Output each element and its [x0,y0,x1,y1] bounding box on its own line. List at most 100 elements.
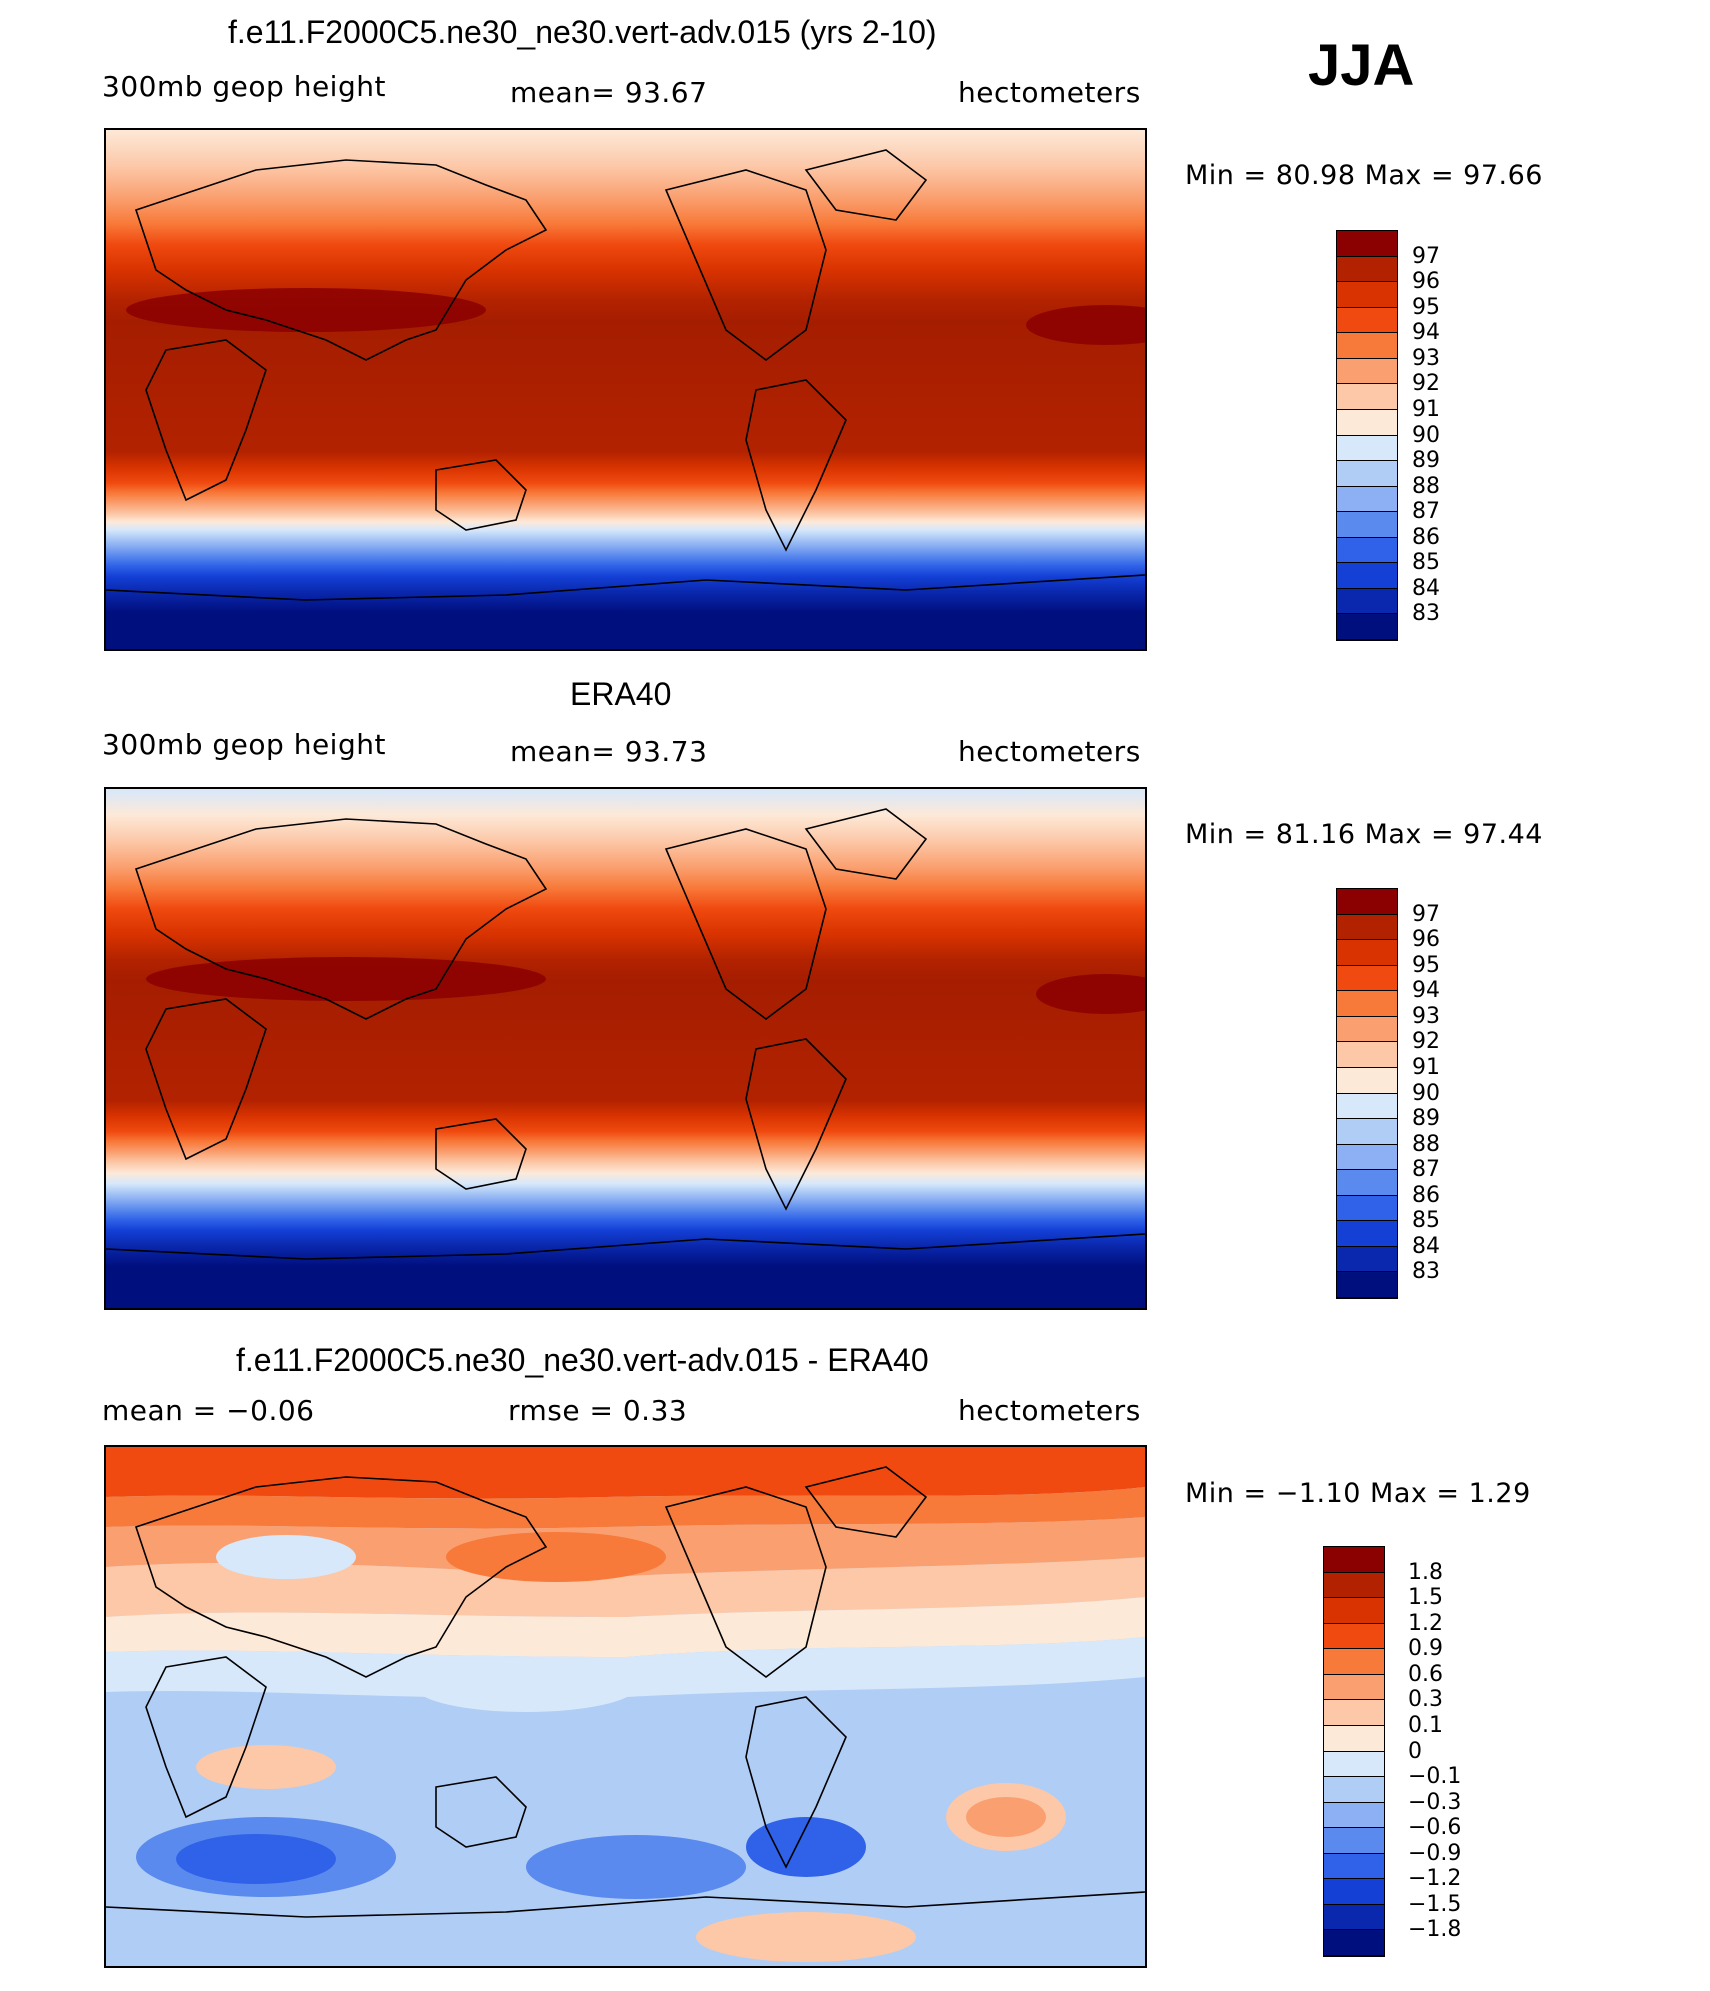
colorbar-swatch [1337,588,1397,615]
colorbar-tick-label: 85 [1412,550,1440,576]
colorbar-tick-label: 83 [1412,1259,1440,1285]
colorbar-swatch [1324,1725,1384,1752]
panel1-title: f.e11.F2000C5.ne30_ne30.vert-adv.015 (yr… [228,14,937,50]
colorbar-swatch [1337,889,1397,915]
colorbar-swatch [1337,486,1397,513]
colorbar-tick-label: 87 [1412,1157,1440,1183]
panel2-variable-label: 300mb geop height [102,728,386,761]
colorbar-swatch [1337,1272,1397,1298]
colorbar-tick-label: 92 [1412,371,1440,397]
colorbar-tick-label: 89 [1412,448,1440,474]
colorbar-swatch [1337,1093,1397,1120]
colorbar-swatch [1337,461,1397,487]
colorbar-swatch [1337,614,1397,640]
colorbar-tick-label: 86 [1412,1182,1440,1208]
colorbar-swatch [1324,1674,1384,1701]
colorbar-swatch [1324,1751,1384,1778]
colorbar-swatch [1337,1195,1397,1222]
panel1-variable-label: 300mb geop height [102,70,386,103]
panel1-minmax: Min = 80.98 Max = 97.66 [1185,160,1543,191]
colorbar-swatch [1324,1853,1384,1880]
panel2-map [104,787,1147,1310]
panel3-colorbar-swatches [1324,1547,1384,1956]
colorbar-swatch [1324,1572,1384,1599]
colorbar-swatch [1337,333,1397,359]
panel2-mean-label: mean= 93.73 [510,735,708,768]
colorbar-tick-label: 87 [1412,499,1440,525]
colorbar-swatch [1337,1067,1397,1094]
colorbar-swatch [1337,1042,1397,1068]
colorbar-swatch [1337,358,1397,385]
colorbar-swatch [1324,1802,1384,1829]
colorbar-tick-label: 95 [1412,952,1440,978]
panel3-title: f.e11.F2000C5.ne30_ne30.vert-adv.015 - E… [236,1342,929,1378]
colorbar-tick-label: 96 [1412,927,1440,953]
colorbar-swatch [1337,256,1397,283]
colorbar-tick-label: 1.5 [1408,1585,1443,1611]
colorbar-swatch [1337,384,1397,410]
colorbar-swatch [1337,940,1397,966]
panel1-mean-label: mean= 93.67 [510,76,708,109]
panel2-colorbar-swatches [1337,889,1397,1298]
colorbar-tick-label: 90 [1412,422,1440,448]
colorbar-swatch [1324,1777,1384,1803]
colorbar-swatch [1324,1930,1384,1956]
colorbar-tick-label: 91 [1412,396,1440,422]
colorbar-tick-label: −1.5 [1408,1891,1462,1917]
colorbar-tick-label: −0.3 [1408,1789,1462,1815]
panel3-rmse-label: rmse = 0.33 [508,1394,688,1427]
colorbar-swatch [1337,965,1397,992]
colorbar-tick-label: −0.1 [1408,1764,1462,1790]
colorbar-tick-label: 84 [1412,575,1440,601]
colorbar-tick-label: 1.8 [1408,1559,1443,1585]
colorbar-tick-label: 85 [1412,1208,1440,1234]
panel3-map [104,1445,1147,1968]
colorbar-swatch [1337,537,1397,564]
colorbar-tick-label: 96 [1412,269,1440,295]
colorbar-swatch [1337,512,1397,538]
colorbar-tick-label: 93 [1412,1003,1440,1029]
panel2-minmax: Min = 81.16 Max = 97.44 [1185,819,1543,850]
colorbar-tick-label: 93 [1412,345,1440,371]
colorbar-swatch [1337,409,1397,436]
panel3-mean-label: mean = −0.06 [102,1394,315,1427]
colorbar-swatch [1337,991,1397,1017]
colorbar-tick-label: 0.1 [1408,1712,1443,1738]
panel2-colorbar-frame [1336,888,1398,1299]
colorbar-swatch [1337,282,1397,308]
colorbar-swatch [1324,1649,1384,1675]
colorbar-tick-label: 94 [1412,320,1440,346]
colorbar-swatch [1324,1598,1384,1624]
colorbar-swatch [1337,307,1397,334]
colorbar-tick-label: −0.9 [1408,1840,1462,1866]
colorbar-tick-label: 86 [1412,524,1440,550]
colorbar-tick-label: 0.9 [1408,1636,1443,1662]
colorbar-swatch [1337,435,1397,462]
colorbar-swatch [1324,1879,1384,1905]
panel1-units-label: hectometers [958,76,1141,109]
colorbar-swatch [1324,1828,1384,1854]
colorbar-tick-label: 97 [1412,243,1440,269]
colorbar-swatch [1337,1144,1397,1171]
colorbar-tick-label: 97 [1412,901,1440,927]
colorbar-swatch [1337,914,1397,941]
colorbar-tick-label: 95 [1412,294,1440,320]
colorbar-tick-label: 0.3 [1408,1687,1443,1713]
panel3-units-label: hectometers [958,1394,1141,1427]
colorbar-swatch [1337,1170,1397,1196]
colorbar-swatch [1337,1119,1397,1145]
colorbar-swatch [1337,1246,1397,1273]
colorbar-tick-label: 0 [1408,1738,1422,1764]
colorbar-tick-label: 84 [1412,1233,1440,1259]
colorbar-tick-label: 94 [1412,978,1440,1004]
colorbar-swatch [1337,1016,1397,1043]
colorbar-tick-label: 92 [1412,1029,1440,1055]
panel3-colorbar-frame [1323,1546,1385,1957]
colorbar-swatch [1324,1700,1384,1726]
season-label: JJA [1308,33,1415,98]
panel1-colorbar-frame [1336,230,1398,641]
colorbar-swatch [1324,1904,1384,1931]
colorbar-tick-label: −1.8 [1408,1917,1462,1943]
panel1-colorbar-swatches [1337,231,1397,640]
colorbar-swatch [1337,563,1397,589]
